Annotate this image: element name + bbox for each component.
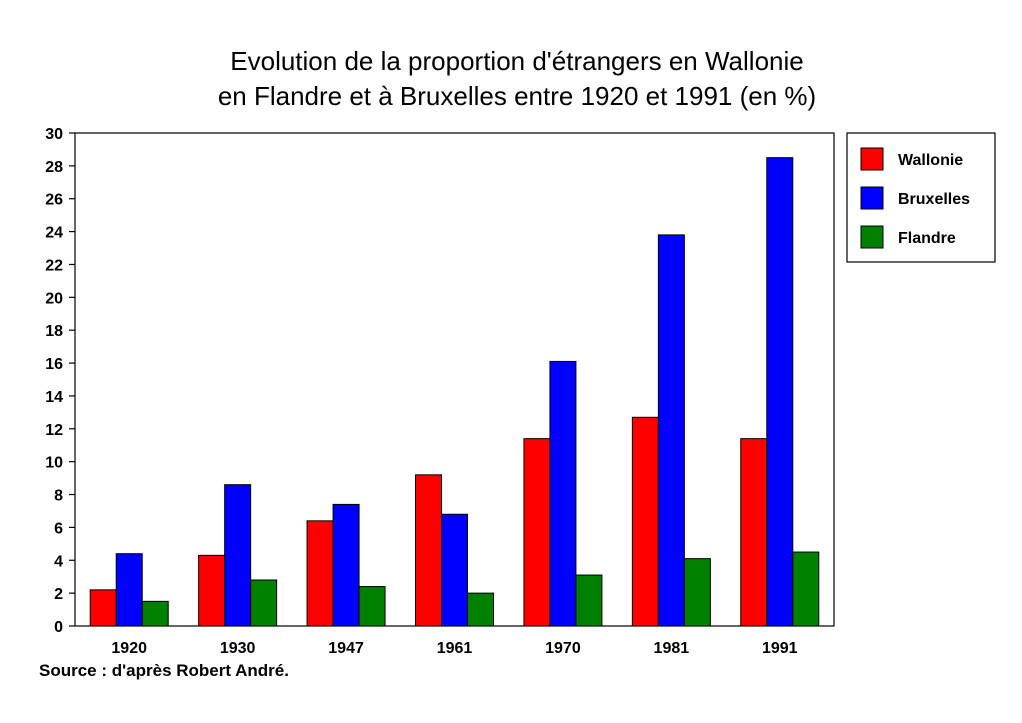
bar-wallonie-1961 <box>415 474 442 627</box>
bar-flandre-1961 <box>467 592 494 627</box>
bar-flandre-1991 <box>792 551 820 627</box>
bar-flandre-1970 <box>575 574 603 627</box>
legend-swatch-flandre <box>860 225 884 249</box>
legend-swatch-wallonie <box>860 147 884 171</box>
y-tick-label: 0 <box>54 619 63 636</box>
bar-wallonie-1981 <box>631 416 659 627</box>
x-tick-label: 1930 <box>220 640 256 657</box>
y-tick-label: 22 <box>45 257 63 274</box>
bar-bruxelles-1961 <box>441 513 468 627</box>
y-tick-label: 8 <box>54 488 63 505</box>
legend-label-bruxelles: Bruxelles <box>898 191 970 208</box>
y-tick-label: 28 <box>45 159 63 176</box>
x-tick-label: 1991 <box>762 640 798 657</box>
y-tick-label: 10 <box>45 455 63 472</box>
legend-label-flandre: Flandre <box>898 230 956 247</box>
x-tick-label: 1947 <box>328 640 364 657</box>
bar-flandre-1930 <box>250 579 278 627</box>
y-tick-label: 2 <box>54 586 63 603</box>
bar-bruxelles-1981 <box>657 234 685 627</box>
y-tick-label: 4 <box>54 553 63 570</box>
x-tick-label: 1961 <box>437 640 473 657</box>
bar-bruxelles-1970 <box>549 360 577 627</box>
y-tick-label: 14 <box>45 389 63 406</box>
y-tick-label: 6 <box>54 520 63 537</box>
legend-swatch-bruxelles <box>860 186 884 210</box>
chart-subtitle: en Flandre et à Bruxelles entre 1920 et … <box>218 81 816 111</box>
x-tick-label: 1970 <box>545 640 581 657</box>
bar-wallonie-1970 <box>523 438 551 627</box>
y-tick-label: 20 <box>45 290 63 307</box>
y-tick-label: 30 <box>45 126 63 143</box>
bar-wallonie-1991 <box>740 438 768 627</box>
bar-wallonie-1947 <box>306 520 334 627</box>
y-tick-label: 12 <box>45 422 63 439</box>
x-tick-label: 1920 <box>111 640 147 657</box>
chart-title: Evolution de la proportion d'étrangers e… <box>230 46 803 76</box>
x-tick-label: 1981 <box>654 640 690 657</box>
y-tick-label: 26 <box>45 192 63 209</box>
y-tick-label: 16 <box>45 356 63 373</box>
x-axis: 1920 1930 1947 1961 1970 1981 1991 <box>111 640 797 657</box>
source-note: Source : d'après Robert André. <box>39 661 289 680</box>
y-tick-label: 18 <box>45 323 63 340</box>
bar-bruxelles-1991 <box>766 157 794 627</box>
bar-flandre-1981 <box>683 558 711 627</box>
bar-wallonie-1920 <box>89 589 117 627</box>
legend: Wallonie Bruxelles Flandre <box>846 132 996 263</box>
bar-flandre-1947 <box>358 586 386 627</box>
bars <box>89 157 820 627</box>
bar-bruxelles-1920 <box>115 553 143 627</box>
bar-bruxelles-1930 <box>224 484 252 627</box>
bar-bruxelles-1947 <box>332 503 360 627</box>
bar-flandre-1920 <box>141 600 169 627</box>
legend-label-wallonie: Wallonie <box>898 152 963 169</box>
y-tick-label: 24 <box>45 225 63 242</box>
bar-wallonie-1930 <box>198 554 226 627</box>
